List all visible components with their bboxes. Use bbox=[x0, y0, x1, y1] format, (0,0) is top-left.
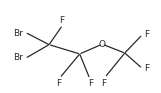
Text: F: F bbox=[101, 79, 106, 88]
Text: Br: Br bbox=[14, 29, 23, 37]
Text: Br: Br bbox=[14, 53, 23, 62]
Text: F: F bbox=[144, 30, 149, 39]
Text: F: F bbox=[59, 16, 65, 25]
Text: O: O bbox=[99, 40, 106, 49]
Text: F: F bbox=[56, 79, 61, 88]
Text: F: F bbox=[88, 79, 94, 88]
Text: F: F bbox=[144, 64, 149, 73]
